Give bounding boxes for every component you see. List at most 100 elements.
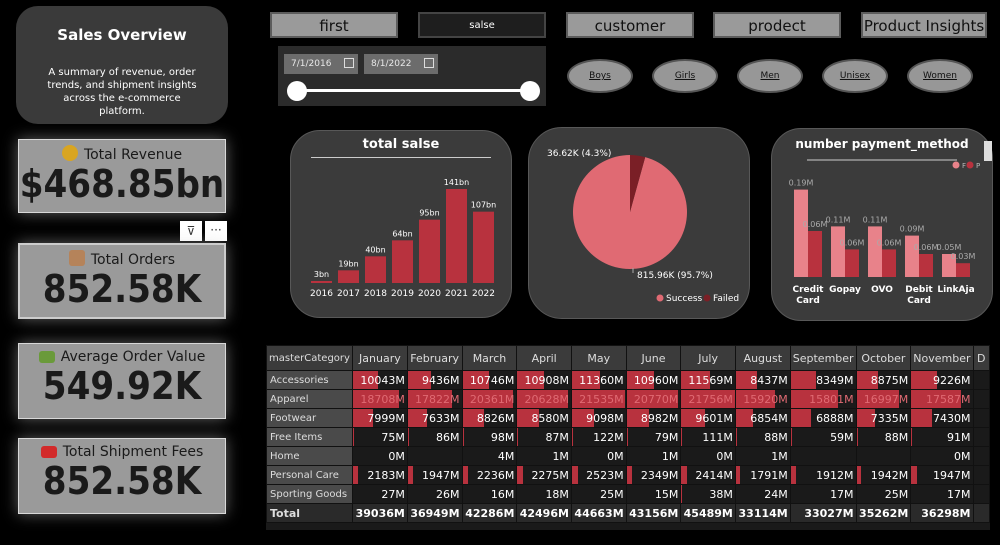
matrix-row-header[interactable]: Total [266,503,353,523]
filter-icon[interactable]: ⊽ [180,221,202,241]
matrix-column-header[interactable]: February [406,345,463,371]
date-range-slicer: 7/1/2016 8/1/2022 [278,46,546,106]
matrix-column-header[interactable]: January [351,345,408,371]
matrix-cell: 91M [910,427,974,447]
cell-data-bar [856,466,862,484]
cell-value: 9436M [422,373,460,387]
matrix-cell: 2414M [680,465,736,485]
segment-unisex[interactable]: Unisex [822,59,888,93]
calendar-icon[interactable] [344,58,354,68]
cell-data-bar [352,371,378,389]
pie-slice-failed [630,155,646,212]
matrix-row-header[interactable]: Sporting Goods [266,484,353,504]
matrix-column-header[interactable]: D [972,345,990,371]
chart-title: number payment_method [795,137,969,151]
legend-marker-p [966,161,974,169]
cell-data-bar [790,390,838,408]
matrix-column-header[interactable]: September [789,345,857,371]
matrix-column-header[interactable]: June [625,345,682,371]
cell-value: 16M [490,487,515,501]
matrix-cell [972,484,990,504]
matrix-cell: 10908M [516,370,572,390]
cell-value: 17587M [926,392,971,406]
cell-value: 25M [600,487,624,501]
segment-boys[interactable]: Boys [567,59,633,93]
cell-value: 33027M [804,506,854,520]
calendar-icon[interactable] [424,58,434,68]
matrix-column-header[interactable]: November [910,345,974,371]
tab-product-insights[interactable]: Product Insights [861,12,987,38]
matrix-column-header[interactable]: March [461,345,518,371]
cell-value: 38M [709,487,733,501]
cell-value: 44663M [574,506,624,520]
cell-value: 18708M [360,392,405,406]
matrix-cell: 0M [351,446,408,466]
matrix-cell: 98M [461,427,518,447]
matrix-row-header[interactable]: Accessories [266,370,353,390]
payment-data-label: 0.11M [826,215,851,224]
cell-data-bar [911,466,917,484]
matrix-cell: 17587M [910,389,974,409]
segment-men[interactable]: Men [737,59,803,93]
kpi-total-shipment-fees: Total Shipment Fees 852.58K [18,438,226,514]
segment-women[interactable]: Women [907,59,973,93]
date-slider-track[interactable] [295,89,531,92]
date-slider-end-handle[interactable] [520,81,540,101]
matrix-cell: 11360M [570,370,627,390]
cell-value: 15920M [743,392,788,406]
matrix-row-header[interactable]: Personal Care [266,465,353,485]
matrix-cell: 1791M [734,465,791,485]
matrix-cell: 8875M [855,370,912,390]
payment-data-label: 0.11M [863,215,888,224]
matrix-row-header[interactable]: Footwear [266,408,353,428]
tab-first[interactable]: first [270,12,398,38]
kpi-total-orders: Total Orders 852.58K [18,243,226,319]
end-date-input[interactable]: 8/1/2022 [364,54,438,74]
cell-value: 9226M [933,373,971,387]
matrix-column-header[interactable]: August [734,345,791,371]
tab-prodect[interactable]: prodect [713,12,841,38]
matrix-cell [972,446,990,466]
payment-method-chart-card: number payment_method 0.19M 0.06M Credit Ca… [771,128,993,321]
more-options-icon[interactable]: ··· [205,221,227,241]
cell-data-bar [517,466,523,484]
cell-value: 17822M [415,392,460,406]
matrix-row-header[interactable]: Apparel [266,389,353,409]
matrix-cell: 27M [351,484,408,504]
cell-data-bar [352,390,400,408]
matrix-cell: 20770M [625,389,682,409]
matrix-column-header[interactable]: April [516,345,572,371]
matrix-row-header[interactable]: Home [266,446,353,466]
matrix-cell: 42496M [516,503,572,523]
matrix-column-header[interactable]: October [855,345,912,371]
matrix-cell [972,503,990,523]
matrix-corner-header[interactable]: masterCategory [266,345,353,371]
table-row: Footwear 7999M 7633M 8826M 8580M 9098M 8982M 96… [266,408,990,428]
matrix-cell: 9226M [910,370,974,390]
payment-tick-label: Card [796,296,820,306]
start-date-input[interactable]: 7/1/2016 [284,54,358,74]
cell-data-bar [681,390,735,408]
matrix-cell [972,408,990,428]
scrollbar[interactable] [984,141,992,161]
sales-bar-2020 [419,219,440,283]
tab-customer[interactable]: customer [566,12,694,38]
kpi-value: $468.85bn [19,162,225,206]
sales-data-label: 95bn [419,209,439,218]
segment-girls[interactable]: Girls [652,59,718,93]
cell-value: 122M [593,430,624,444]
date-slider-start-handle[interactable] [287,81,307,101]
payment-status-pie-card: 815.96K (95.7%) 36.62K (4.3%) Success Faile… [528,127,750,319]
tab-salse[interactable]: salse [418,12,546,38]
cell-value: 6888M [816,411,854,425]
matrix-column-header[interactable]: May [570,345,627,371]
matrix-cell: 44663M [570,503,627,523]
legend-marker-f [952,161,960,169]
matrix-column-header[interactable]: July [680,345,736,371]
matrix-row-header[interactable]: Free Items [266,427,353,447]
cell-value: 1947M [422,468,460,482]
cell-data-bar [626,371,654,389]
cell-value: 6854M [750,411,788,425]
matrix-cell: 11569M [680,370,736,390]
payment-tick-label: LinkAja [937,285,974,295]
